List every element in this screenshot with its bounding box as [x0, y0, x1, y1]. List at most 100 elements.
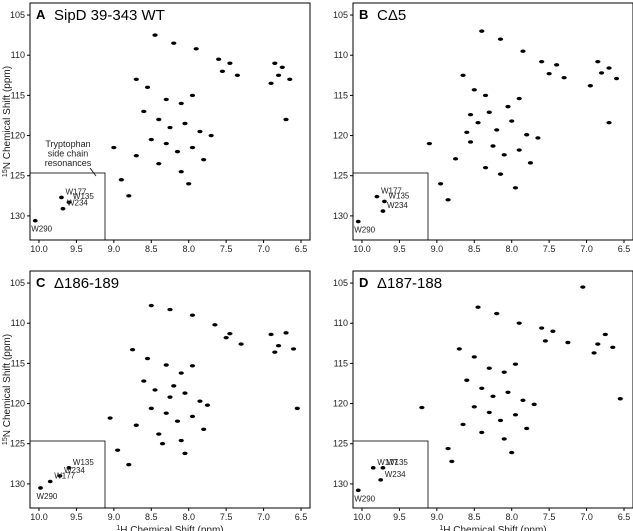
peak [193, 47, 199, 51]
x-tick-label: 10.0 [30, 512, 48, 522]
peak [279, 65, 285, 69]
peak [445, 198, 451, 202]
peak [419, 405, 425, 410]
x-tick-label: 10.0 [353, 512, 371, 522]
peak [512, 362, 519, 366]
peak [497, 418, 504, 423]
peak [539, 326, 545, 330]
y-tick-label: 115 [11, 90, 25, 100]
peak [591, 351, 597, 355]
plot-frame [352, 2, 633, 241]
annotation: resonances [45, 158, 92, 168]
peak-label: W234 [385, 470, 406, 479]
peak [497, 37, 504, 41]
peak [505, 390, 511, 395]
x-tick-label: 8.0 [182, 244, 195, 254]
annotation: side chain [48, 149, 89, 159]
plot-frame [29, 270, 311, 509]
x-tick-label: 9.0 [108, 244, 121, 254]
panel: A SipD 39-343 WT 10.0 9.5 9.0 8.5 8.0 7.5 7.0 6.5… [2, 2, 311, 254]
tryptophan-peak [355, 488, 361, 493]
peak [268, 332, 274, 337]
peak [539, 59, 545, 64]
y-axis-label-text: N Chemical Shift (ppm) [2, 66, 13, 169]
peak [610, 345, 616, 350]
peak [501, 153, 507, 157]
peak [174, 419, 181, 423]
annotation-arrow [89, 167, 97, 177]
peak [201, 157, 207, 162]
x-axis-label-sup: 1 [116, 525, 120, 531]
peak-label: W135 [73, 458, 94, 467]
peak [486, 366, 492, 370]
x-tick-label: 7.5 [543, 512, 556, 522]
y-tick-label: 125 [10, 439, 25, 449]
x-tick-label: 8.0 [505, 512, 518, 522]
peak-label: W135 [73, 192, 94, 201]
peak [467, 112, 474, 117]
peak [227, 61, 233, 65]
peak [223, 335, 229, 340]
peak [501, 437, 507, 441]
peak [595, 342, 601, 346]
peak [445, 446, 451, 451]
peak [509, 119, 515, 123]
peak [580, 285, 586, 289]
peak [178, 170, 184, 174]
x-axis-label-text: H Chemical Shift (ppm) [120, 525, 223, 531]
peak [509, 450, 515, 455]
y-tick-label: 125 [333, 171, 348, 181]
peak-label: W234 [387, 201, 408, 210]
annotation: Tryptophan [45, 139, 90, 149]
peak [595, 59, 601, 64]
peak [524, 133, 530, 137]
y-tick-label: 115 [334, 358, 348, 368]
peak [159, 442, 166, 446]
tryptophan-peak [378, 478, 384, 482]
panel: D Δ187-188 10.0 9.5 9.0 8.5 8.0 7.5 7.0 6.5 105 110… [333, 270, 633, 531]
panel: B CΔ5 10.0 9.5 9.0 8.5 8.0 7.5 7.0 6.5 105 110 115 12… [333, 2, 633, 254]
peak [163, 97, 169, 102]
peak [490, 144, 496, 148]
y-axis-label-text: N Chemical Shift (ppm) [2, 334, 13, 437]
peak [449, 459, 455, 464]
y-axis-label: 15N Chemical Shift (ppm) [2, 334, 13, 445]
y-tick-label: 110 [334, 50, 348, 60]
y-tick-label: 120 [333, 131, 348, 141]
x-tick-label: 7.0 [257, 512, 270, 522]
y-tick-label: 130 [10, 479, 25, 489]
peak [197, 129, 203, 134]
peak [178, 438, 184, 443]
y-tick-label: 120 [333, 399, 348, 409]
peak [186, 182, 192, 186]
peak [182, 121, 188, 126]
peak [437, 182, 444, 186]
peak [126, 194, 132, 198]
inset-box [352, 440, 429, 509]
peak [456, 347, 462, 351]
peak [234, 73, 240, 78]
peak [152, 388, 158, 392]
peak [208, 133, 214, 138]
y-tick-label: 105 [333, 10, 348, 20]
peak [163, 363, 169, 367]
tryptophan-peak [32, 218, 38, 223]
x-tick-label: 6.5 [295, 512, 308, 522]
x-tick-label: 7.5 [220, 244, 233, 254]
peak [114, 448, 121, 452]
peak [268, 81, 274, 86]
peak-label: W177 [377, 458, 398, 467]
peak [111, 145, 117, 150]
peak [272, 61, 278, 65]
peak [475, 121, 481, 125]
peak [452, 157, 459, 161]
x-tick-label: 9.5 [70, 512, 83, 522]
tryptophan-peak [355, 219, 361, 224]
y-tick-label: 130 [10, 211, 25, 221]
peak [531, 402, 537, 407]
peak [189, 364, 196, 368]
peak [148, 303, 154, 308]
peak [201, 427, 207, 431]
x-tick-label: 8.5 [145, 512, 158, 522]
